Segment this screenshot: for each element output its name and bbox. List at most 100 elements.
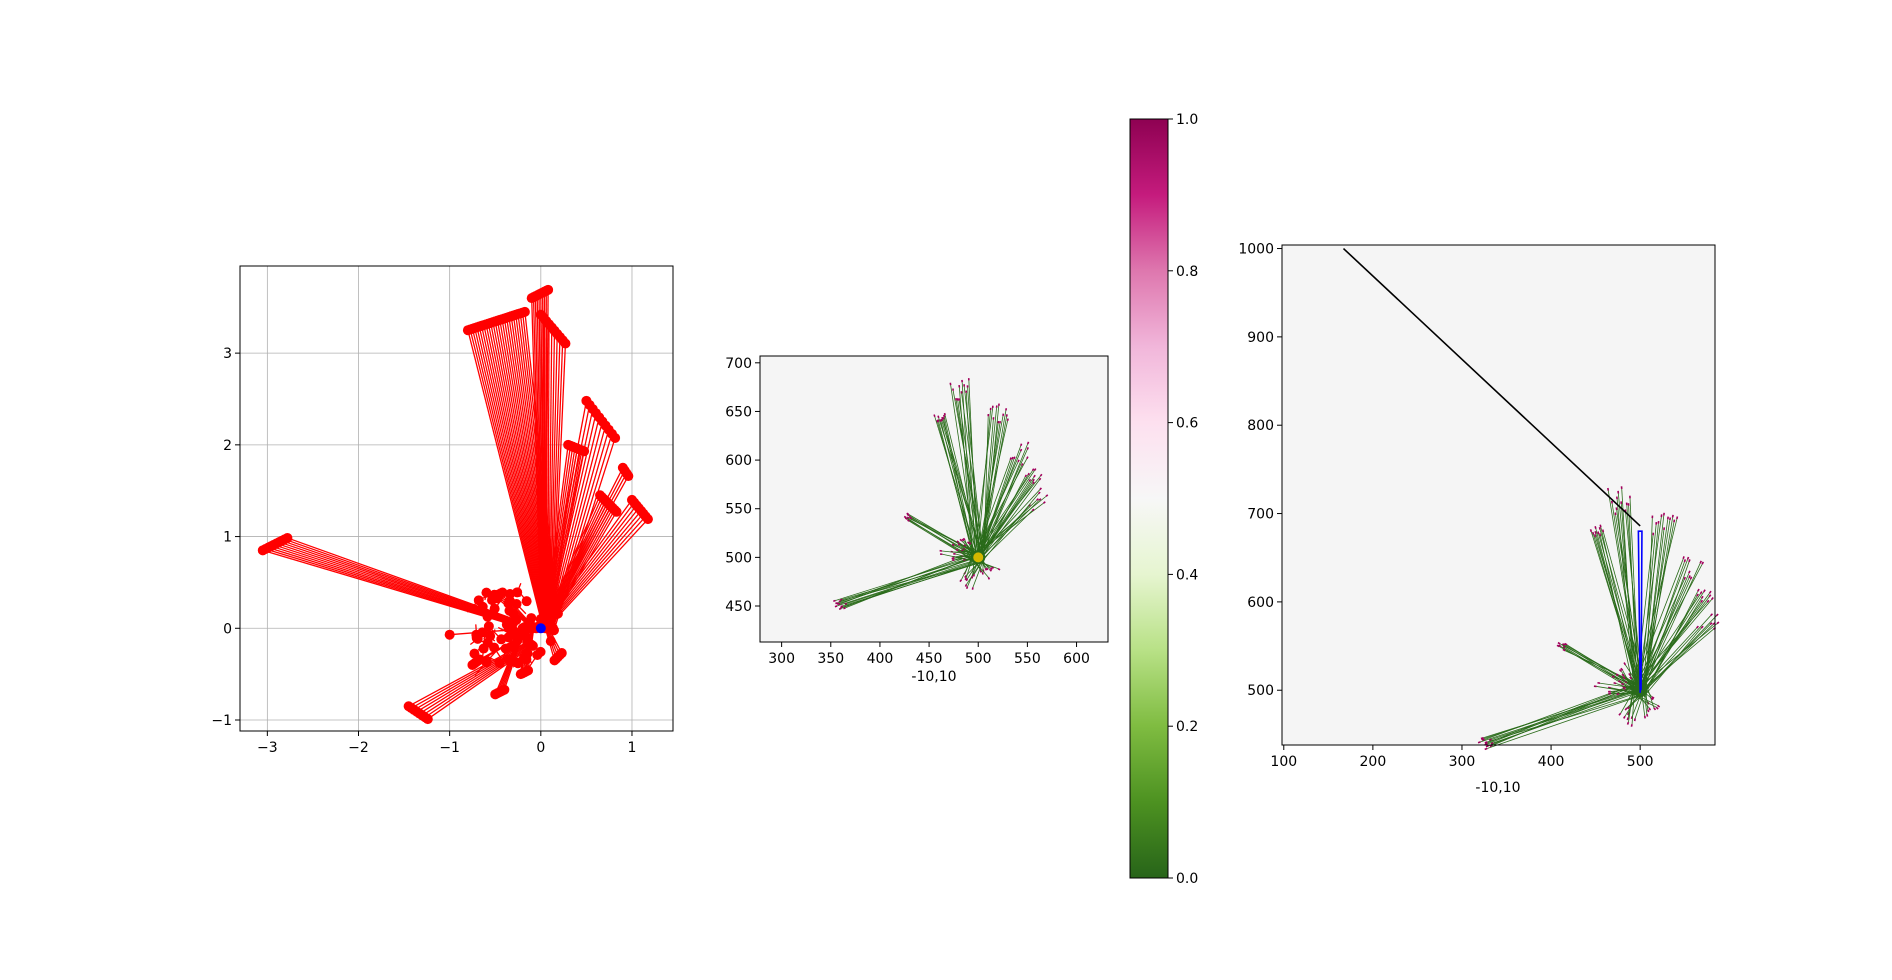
right-fan-tip <box>1556 644 1560 648</box>
left-data-lines <box>257 284 653 725</box>
right-fan-tip <box>1484 742 1488 745</box>
left-series-point <box>642 514 653 525</box>
left-cluster-point <box>469 648 480 659</box>
right-fan-tip <box>1593 534 1597 538</box>
right-fan-tip <box>1601 529 1605 533</box>
middle-fan-line <box>909 520 975 562</box>
left-cluster-point <box>512 587 523 598</box>
right-fan-line <box>1645 615 1717 691</box>
left-cluster-point <box>511 599 522 610</box>
left-series-line <box>284 538 516 622</box>
right-fan-tip <box>1709 622 1713 626</box>
right-fan-tip <box>1699 560 1703 564</box>
left-series-point <box>282 532 293 543</box>
right-fan-tip <box>1676 516 1679 520</box>
middle-fan-line <box>972 561 984 588</box>
middle-fan-line <box>973 407 994 563</box>
left-series-line <box>545 470 626 621</box>
left-series-point <box>444 629 455 640</box>
middle-y-tick-label: 450 <box>725 599 752 615</box>
right-fan-tip <box>1708 594 1712 598</box>
middle-fan-tip <box>1019 448 1023 452</box>
right-fan-line <box>1635 535 1654 691</box>
middle-fan-tip <box>981 572 984 575</box>
middle-fan-tip <box>906 513 910 517</box>
left-cluster-point <box>489 603 500 614</box>
right-fan-tip <box>1703 589 1706 593</box>
right-fan-tip <box>1700 595 1704 599</box>
left-scatter-panel: −3 −2 −1 0 1 −1 0 1 2 3 <box>211 265 674 756</box>
left-cluster-point <box>500 643 511 654</box>
middle-plot-area <box>760 356 1108 642</box>
right-fan-tip <box>1599 524 1602 528</box>
left-series-line <box>544 499 633 620</box>
middle-fan-tip <box>1045 494 1049 497</box>
middle-fan-tip <box>836 602 840 605</box>
middle-fan-tip <box>955 548 959 552</box>
right-fan-tip <box>1557 641 1561 645</box>
left-series-point <box>422 714 433 725</box>
right-fan-tip <box>1686 556 1690 560</box>
colorbar-ticks: 0.0 0.2 0.4 0.6 0.8 1.0 <box>1168 112 1198 887</box>
middle-fan-tip <box>840 605 844 608</box>
middle-x-tick-label: 400 <box>867 651 894 667</box>
left-series-line <box>549 518 649 626</box>
middle-fan-line <box>975 561 989 578</box>
right-fan-tip <box>1480 736 1484 740</box>
left-cluster-point <box>473 595 484 606</box>
right-fan-tip <box>1558 644 1562 648</box>
right-fan-tip <box>1650 697 1654 701</box>
left-series-line <box>548 417 600 625</box>
middle-fan-tip <box>967 541 970 545</box>
middle-fan-tip <box>840 606 843 609</box>
middle-fan-panel: 300 350 400 450 500 550 600450500550600650700 … <box>725 355 1109 685</box>
right-y-tick-label: 700 <box>1247 507 1274 523</box>
middle-fan-tip <box>951 543 955 547</box>
left-cluster-point <box>494 657 505 668</box>
middle-fan-tip <box>956 540 960 544</box>
right-fan-tip <box>1710 597 1714 601</box>
right-fan-line <box>1646 689 1653 698</box>
middle-fan-line <box>950 385 977 560</box>
left-cluster-point <box>520 631 531 642</box>
middle-ticks: 300 350 400 450 500 550 600 450 500 550 600 650 700 <box>725 356 1090 667</box>
right-fan-line <box>1628 685 1635 723</box>
middle-fan-tip <box>964 577 968 581</box>
middle-fan-tip <box>909 517 913 520</box>
middle-fan-tip <box>962 547 966 551</box>
left-series-line <box>548 515 647 625</box>
middle-fan-line <box>973 459 1011 560</box>
left-cluster-point <box>535 646 546 657</box>
middle-fan-tip <box>937 419 940 422</box>
left-series-line <box>268 546 511 624</box>
middle-fan-tip <box>907 519 910 522</box>
middle-fan-tip <box>1033 468 1037 471</box>
right-fan-tip <box>1594 526 1597 530</box>
left-series-line <box>487 323 548 618</box>
left-cluster-point <box>543 596 554 607</box>
right-fan-line <box>1615 515 1644 690</box>
middle-fan-tip <box>1039 487 1042 491</box>
middle-fan-tip <box>957 543 961 546</box>
colorbar-tick-label: 0.4 <box>1176 567 1198 583</box>
middle-fan-tip <box>940 418 943 422</box>
right-black-line <box>1342 247 1641 527</box>
left-series-line <box>544 467 624 620</box>
colorbar-tick-label: 0.0 <box>1176 871 1198 887</box>
middle-fan-line <box>961 393 984 557</box>
right-x-tick-label: 400 <box>1538 754 1565 770</box>
middle-fan-tip <box>1024 474 1028 478</box>
middle-fan-tip <box>1020 463 1024 466</box>
middle-fan-tip <box>835 602 838 605</box>
right-fan-tip <box>1683 576 1686 580</box>
right-fan-tip <box>1489 744 1493 748</box>
right-fan-line <box>1607 490 1641 688</box>
right-fan-tip <box>1716 621 1720 625</box>
middle-fan-tip <box>985 567 989 571</box>
left-series-point <box>556 648 567 659</box>
left-cluster-point <box>521 596 532 607</box>
middle-fan-tip <box>1031 468 1035 472</box>
left-grid <box>240 266 673 731</box>
right-axes-frame <box>1281 244 1716 746</box>
right-fan-line <box>1639 615 1711 695</box>
